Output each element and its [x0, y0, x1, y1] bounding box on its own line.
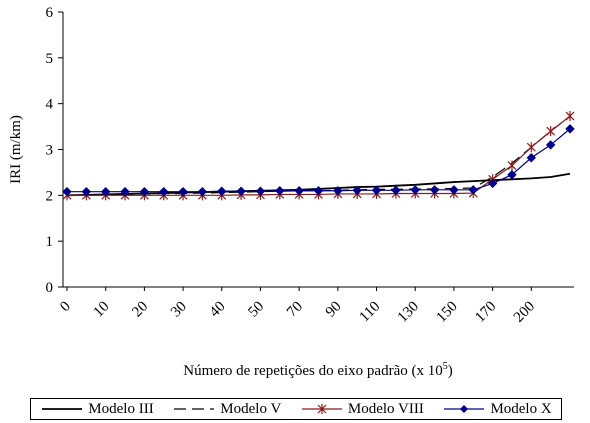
x-axis-title-sup: 5 — [443, 361, 448, 372]
data-point-3 — [507, 170, 517, 180]
x-tick-label: 200 — [511, 299, 538, 326]
data-point-3 — [197, 186, 208, 197]
x-tick-label: 50 — [245, 299, 267, 321]
data-point-3 — [120, 186, 130, 197]
data-point-3 — [236, 186, 246, 196]
legend-label: Modelo X — [490, 400, 552, 417]
legend-swatch — [444, 405, 485, 413]
legend-swatch — [42, 408, 83, 410]
x-tick-label: 150 — [434, 299, 461, 326]
x-tick-label: 40 — [207, 299, 229, 321]
data-point-3 — [410, 185, 420, 195]
data-point-3 — [275, 186, 285, 196]
x-tick-label: 90 — [323, 299, 345, 321]
data-point-3 — [565, 124, 575, 134]
x-axis-title-main: Número de repetições do eixo padrão (x 1… — [183, 363, 443, 379]
data-point-3 — [255, 186, 266, 196]
x-axis-title-tail: ) — [448, 363, 453, 379]
data-point-3 — [217, 186, 227, 196]
x-tick-label: 170 — [472, 299, 499, 326]
series-line-1 — [67, 116, 571, 196]
data-point-3 — [545, 140, 556, 150]
data-point-3 — [468, 185, 478, 195]
x-tick-label: 0 — [57, 299, 74, 316]
legend-item: Modelo V — [172, 401, 281, 418]
data-point-3 — [352, 185, 362, 195]
data-point-3 — [333, 186, 343, 196]
chart-svg: 0 1 2 3 4 5 6 0 10 20 30 40 50 70 90 110 130 150 170 200 IRI… — [8, 5, 575, 379]
x-tick-label: 70 — [284, 299, 306, 321]
legend-label: Modelo V — [220, 400, 282, 417]
data-point-3 — [100, 186, 111, 197]
y-tick-label: 4 — [46, 97, 54, 113]
data-point-3 — [487, 178, 498, 189]
data-point-3 — [178, 186, 188, 197]
data-point-3 — [81, 186, 92, 197]
legend-label: Modelo VIII — [347, 400, 424, 417]
data-point-3 — [429, 185, 440, 195]
data-point-3 — [449, 185, 459, 195]
legend-item: Modelo III — [40, 400, 154, 418]
data-point-3 — [391, 185, 401, 195]
legend-swatch — [174, 408, 215, 410]
y-tick-label: 1 — [46, 234, 54, 250]
legend: Modelo III Modelo V Modelo VIII Modelo X — [30, 398, 562, 420]
y-tick-label: 2 — [46, 188, 54, 204]
x-axis-title: Número de repetições do eixo padrão (x 1… — [183, 361, 453, 379]
data-point-3 — [313, 186, 324, 196]
x-tick-label: 30 — [168, 299, 190, 321]
legend-item: Modelo VIII — [300, 401, 424, 418]
y-tick-label: 5 — [46, 51, 54, 67]
legend-label: Modelo III — [88, 400, 154, 417]
data-point-3 — [62, 186, 72, 197]
data-point-3 — [139, 186, 150, 197]
x-tick-label: 20 — [129, 299, 151, 321]
x-tick-label: 130 — [395, 299, 422, 326]
y-tick-label: 0 — [46, 280, 54, 296]
data-point-3 — [294, 186, 304, 196]
x-tick-label: 10 — [91, 299, 113, 321]
legend-swatch — [301, 404, 342, 414]
x-tick-label: 110 — [357, 299, 384, 326]
legend-item: Modelo X — [442, 400, 552, 418]
y-tick-label: 3 — [46, 143, 54, 159]
y-tick-label: 6 — [46, 5, 54, 21]
y-axis-title: IRI (m/km) — [8, 115, 24, 184]
data-point-3 — [159, 186, 169, 197]
data-point-3 — [526, 153, 537, 163]
data-point-3 — [371, 185, 382, 195]
